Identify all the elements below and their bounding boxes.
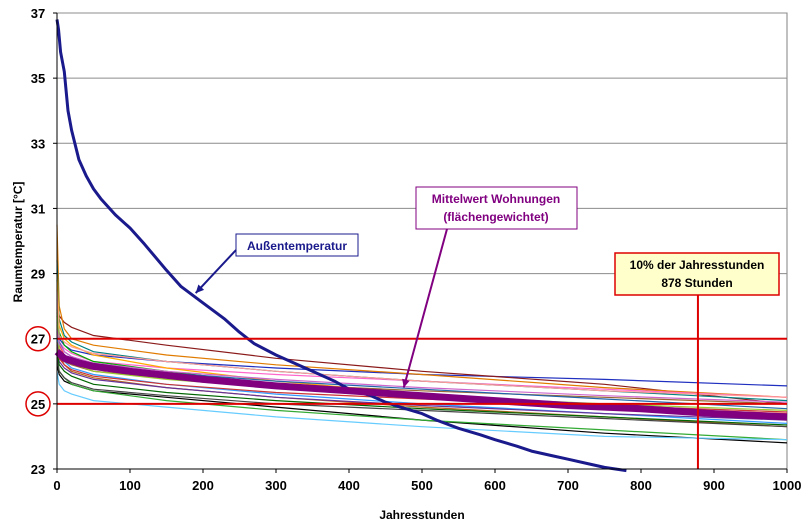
y-tick-label-33: 33 — [31, 136, 45, 151]
x-tick-label-800: 800 — [630, 478, 652, 493]
mean-label-line2: (flächengewichtet) — [443, 210, 548, 224]
outdoor-temperature-line — [55, 19, 627, 473]
y-axis-title: Raumtemperatur [°C] — [11, 182, 25, 303]
y-tick-label-27: 27 — [31, 332, 45, 347]
y-tick-label-35: 35 — [31, 71, 45, 86]
mean-label-line1: Mittelwert Wohnungen — [432, 192, 560, 206]
x-tick-label-900: 900 — [703, 478, 725, 493]
y-tick-label-29: 29 — [31, 267, 45, 282]
x-tick-label-600: 600 — [484, 478, 506, 493]
apartment-line-21 — [56, 358, 788, 428]
outdoor-arrow-head — [195, 284, 205, 294]
mean-apartments-line — [54, 349, 788, 421]
apartment-line-6 — [56, 364, 788, 444]
x-tick-label-100: 100 — [119, 478, 141, 493]
apartment-line-1 — [56, 325, 788, 387]
apartment-line-17 — [56, 351, 788, 426]
x-tick-label-300: 300 — [265, 478, 287, 493]
percent-label-line1: 10% der Jahresstunden — [630, 258, 765, 272]
y-tick-label-23: 23 — [31, 462, 45, 477]
axes — [53, 12, 788, 473]
percent-label-line2: 878 Stunden — [661, 276, 732, 290]
x-tick-label-500: 500 — [411, 478, 433, 493]
y-tick-circle-27 — [25, 325, 51, 352]
x-tick-label-400: 400 — [338, 478, 360, 493]
annotations: Außentemperatur Mittelwert Wohnungen (fläc… — [194, 186, 780, 388]
tick-labels: 23 25 27 29 31 33 35 37 0 100 200 300 400 500 600 700 80… — [25, 6, 802, 493]
x-tick-label-200: 200 — [192, 478, 214, 493]
apartment-line-15 — [56, 345, 788, 421]
x-axis-title: Jahresstunden — [379, 508, 464, 522]
mean-label-box — [415, 186, 578, 230]
x-tick-label-1000: 1000 — [773, 478, 802, 493]
apartment-line-4 — [56, 322, 788, 398]
apartment-line-22 — [56, 328, 788, 403]
mean-arrow-shaft — [402, 228, 448, 388]
x-tick-label-700: 700 — [557, 478, 579, 493]
y-tick-label-25: 25 — [31, 397, 45, 412]
y-tick-label-31: 31 — [31, 201, 45, 216]
outdoor-arrow-shaft — [194, 249, 237, 294]
reference-lines — [57, 293, 787, 469]
outdoor-label-box — [235, 233, 359, 257]
series-lines — [54, 19, 788, 473]
y-tick-label-37: 37 — [31, 6, 45, 21]
x-tick-label-0: 0 — [53, 478, 60, 493]
y-tick-circle-25 — [25, 391, 51, 417]
outdoor-label: Außentemperatur — [247, 239, 347, 253]
apartment-line-3 — [56, 224, 788, 398]
mean-arrow-head — [402, 378, 410, 388]
percent-label-box — [614, 252, 780, 296]
